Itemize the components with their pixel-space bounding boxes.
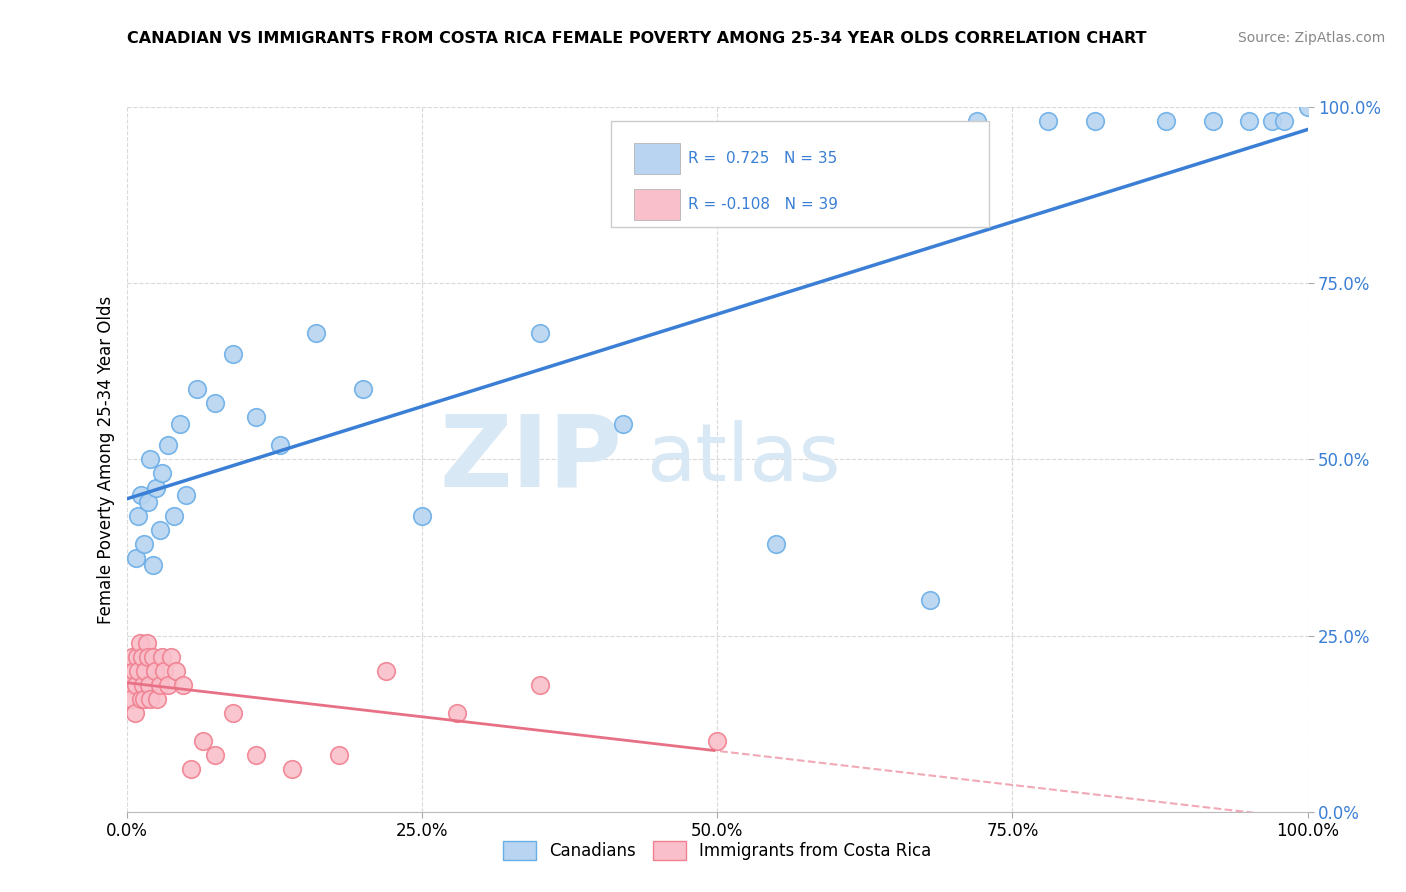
Point <box>245 748 267 763</box>
Point <box>125 678 148 692</box>
Point <box>165 664 187 678</box>
Point <box>131 649 153 664</box>
Point <box>352 382 374 396</box>
Point <box>446 706 468 720</box>
Point <box>129 487 152 501</box>
Point <box>706 734 728 748</box>
Point <box>169 417 191 431</box>
Text: ZIP: ZIP <box>440 411 623 508</box>
Point <box>269 438 291 452</box>
Point <box>150 467 173 481</box>
Point <box>222 706 245 720</box>
Point <box>134 664 156 678</box>
Point <box>281 763 304 777</box>
Point <box>129 692 152 706</box>
Point <box>153 664 176 678</box>
Point <box>121 649 143 664</box>
Point <box>150 649 173 664</box>
Point <box>124 706 146 720</box>
Y-axis label: Female Poverty Among 25-34 Year Olds: Female Poverty Among 25-34 Year Olds <box>97 295 115 624</box>
Point <box>149 523 172 537</box>
Point <box>139 452 162 467</box>
Point <box>1154 114 1177 128</box>
Text: R = -0.108   N = 39: R = -0.108 N = 39 <box>688 197 838 211</box>
Point <box>141 558 163 573</box>
Point <box>127 664 149 678</box>
Point <box>1202 114 1225 128</box>
Text: R =  0.725   N = 35: R = 0.725 N = 35 <box>688 151 837 166</box>
Point <box>143 664 166 678</box>
Point <box>411 508 433 523</box>
Point <box>122 664 145 678</box>
Text: CANADIAN VS IMMIGRANTS FROM COSTA RICA FEMALE POVERTY AMONG 25-34 YEAR OLDS CORR: CANADIAN VS IMMIGRANTS FROM COSTA RICA F… <box>127 31 1146 46</box>
Point <box>132 678 155 692</box>
Point <box>139 692 162 706</box>
Point <box>193 734 215 748</box>
Point <box>120 692 142 706</box>
Point <box>141 649 163 664</box>
Point <box>125 551 148 566</box>
Point <box>222 346 245 360</box>
Text: atlas: atlas <box>647 420 841 499</box>
Point <box>127 649 149 664</box>
Point <box>128 635 150 649</box>
FancyBboxPatch shape <box>634 189 681 219</box>
Point <box>160 649 183 664</box>
Point <box>612 417 634 431</box>
Point <box>966 114 988 128</box>
Point <box>145 481 167 495</box>
Point <box>174 487 197 501</box>
Point <box>134 692 156 706</box>
Point <box>1084 114 1107 128</box>
Point <box>120 678 142 692</box>
FancyBboxPatch shape <box>610 121 988 227</box>
FancyBboxPatch shape <box>634 143 681 174</box>
Point <box>156 678 179 692</box>
Point <box>1036 114 1059 128</box>
Point <box>172 678 194 692</box>
Point <box>328 748 350 763</box>
Point <box>134 537 156 551</box>
Point <box>156 438 179 452</box>
Point <box>204 748 226 763</box>
Point <box>1272 114 1295 128</box>
Text: Source: ZipAtlas.com: Source: ZipAtlas.com <box>1237 31 1385 45</box>
Point <box>136 649 159 664</box>
Point <box>136 494 159 508</box>
Point <box>765 537 787 551</box>
Point <box>529 326 551 340</box>
Legend: Canadians, Immigrants from Costa Rica: Canadians, Immigrants from Costa Rica <box>496 834 938 867</box>
Point <box>204 396 226 410</box>
Point <box>375 664 398 678</box>
Point <box>127 508 149 523</box>
Point <box>1296 100 1319 114</box>
Point <box>180 763 202 777</box>
Point <box>135 635 157 649</box>
Point <box>146 692 169 706</box>
Point <box>529 678 551 692</box>
Point <box>1237 114 1260 128</box>
Point <box>918 593 941 607</box>
Point <box>163 508 186 523</box>
Point <box>149 678 172 692</box>
Point <box>138 678 160 692</box>
Point <box>304 326 326 340</box>
Point <box>245 410 267 425</box>
Point <box>186 382 208 396</box>
Point <box>1261 114 1284 128</box>
